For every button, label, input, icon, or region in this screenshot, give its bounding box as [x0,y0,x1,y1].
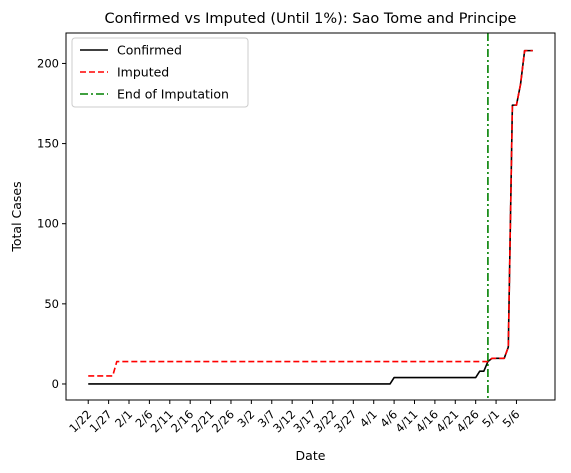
legend-entry: Confirmed [117,43,182,58]
x-axis-label: Date [296,448,326,463]
chart-title: Confirmed vs Imputed (Until 1%): Sao Tom… [105,11,517,27]
x-tick-label: 2/26 [209,407,237,435]
x-tick-label: 4/1 [357,407,380,430]
series-line-confirmed [88,49,533,385]
x-tick-label: 2/1 [112,407,135,430]
x-tick-label: 3/27 [331,407,359,435]
x-tick-label: 4/26 [454,407,482,435]
y-tick-label: 50 [44,297,59,311]
legend-box [71,37,249,108]
y-tick-label: 200 [37,56,59,70]
x-tick-label: 5/6 [500,407,523,430]
y-tick-label: 150 [37,137,59,151]
axes-frame [65,32,556,401]
y-axis: 0 50 100 150 200 [37,56,66,391]
y-tick-label: 100 [37,217,59,231]
y-axis-label: Total Cases [9,181,24,252]
legend: Confirmed Imputed End of Imputation [71,37,249,108]
x-axis: 1/221/272/12/62/112/162/212/263/23/73/12… [66,400,523,435]
plot-area [88,33,533,400]
legend-entry: Imputed [117,65,169,80]
x-tick-label: 1/27 [87,407,115,435]
series-line-imputed [88,49,533,377]
x-tick-label: 5/1 [479,407,502,430]
x-tick-label: 3/2 [234,407,257,430]
y-tick-label: 0 [52,377,59,391]
legend-entry: End of Imputation [117,87,229,102]
